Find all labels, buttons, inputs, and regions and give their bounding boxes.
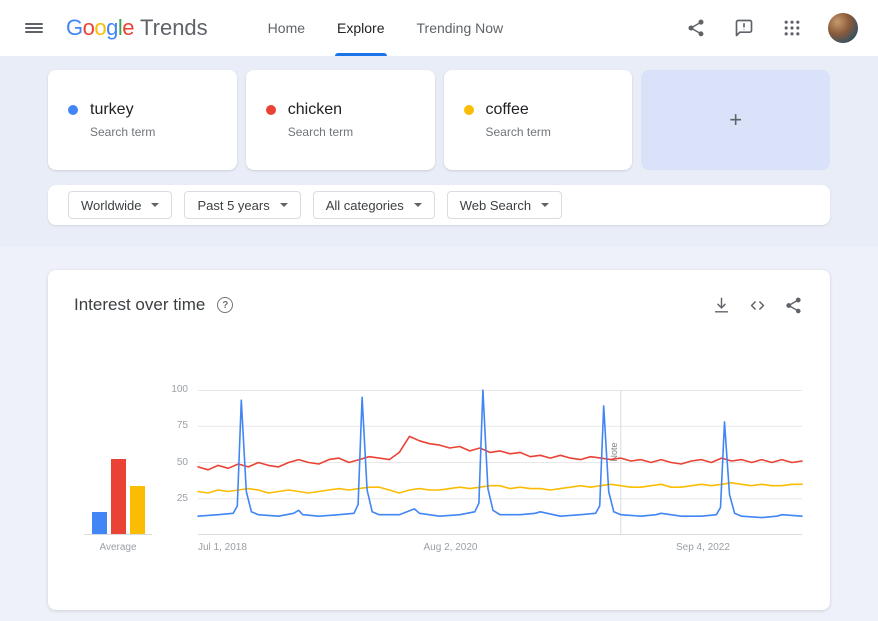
filter-region-label: Worldwide	[81, 197, 142, 213]
widget-actions	[706, 290, 808, 320]
embed-code-icon	[750, 300, 764, 310]
term-color-dot	[265, 105, 276, 115]
term-head: turkey	[68, 101, 223, 119]
filter-search-type[interactable]: Web Search	[446, 191, 563, 219]
term-name: turkey	[90, 101, 134, 118]
x-tick-label: Aug 2, 2020	[423, 542, 478, 553]
interest-over-time-card: Interest over time ? Average 25 50 75 100	[48, 270, 830, 610]
embed-button[interactable]	[742, 290, 772, 320]
logo-letter: G	[66, 15, 83, 40]
google-trends-logo[interactable]: Google Trends	[66, 17, 208, 39]
feedback-icon	[735, 19, 753, 37]
add-comparison-card[interactable]: +	[641, 70, 830, 170]
line-chart[interactable]: Note	[197, 389, 803, 535]
user-avatar[interactable]	[828, 13, 858, 43]
results-section: Interest over time ? Average 25 50 75 100	[0, 247, 878, 621]
widget-header: Interest over time ?	[74, 290, 808, 320]
x-tick-label: Jul 1, 2018	[198, 542, 247, 553]
apps-grid-icon	[784, 20, 800, 36]
share-icon	[785, 297, 801, 313]
logo-letter: g	[106, 15, 118, 40]
term-name: coffee	[485, 101, 529, 118]
filter-time-range[interactable]: Past 5 years	[184, 191, 301, 219]
average-axis-label: Average	[99, 542, 137, 553]
logo-letter: l	[117, 15, 123, 40]
apps-button[interactable]	[772, 8, 812, 48]
y-tick-label: 100	[171, 384, 188, 395]
term-cards-row: turkey Search term chicken Search term c…	[48, 70, 830, 170]
term-card-turkey[interactable]: turkey Search term	[48, 70, 237, 170]
logo-letter: o	[82, 15, 95, 40]
term-head: chicken	[265, 101, 421, 119]
term-head: coffee	[463, 101, 619, 119]
term-color-dot	[68, 105, 78, 115]
note-marker-label: Note	[609, 442, 619, 461]
y-tick-label: 25	[176, 492, 188, 504]
widget-share-button[interactable]	[778, 290, 808, 320]
compare-section: turkey Search term chicken Search term c…	[0, 56, 878, 247]
filter-search-type-label: Web Search	[459, 197, 532, 213]
series-line-coffee[interactable]	[197, 482, 803, 494]
chevron-down-icon	[413, 203, 422, 207]
chevron-down-icon	[541, 203, 550, 207]
share-icon	[688, 19, 704, 37]
filter-category[interactable]: All categories	[312, 191, 435, 219]
hamburger-icon	[25, 21, 43, 35]
y-tick-label: 75	[176, 420, 188, 432]
term-type-label: Search term	[90, 125, 156, 139]
main-nav: Home Explore Trending Now	[252, 0, 519, 56]
term-type-label: Search term	[287, 125, 354, 139]
term-type-label: Search term	[485, 125, 551, 139]
y-axis-labels: 25 50 75 100	[144, 384, 188, 535]
term-name: chicken	[287, 101, 342, 118]
logo-trends: Trends	[140, 15, 208, 40]
y-tick-label: 50	[176, 456, 188, 468]
nav-home[interactable]: Home	[267, 20, 306, 36]
series-line-turkey[interactable]	[197, 389, 803, 519]
chevron-down-icon	[151, 203, 160, 207]
filter-time-range-label: Past 5 years	[197, 197, 270, 213]
average-bar-chicken[interactable]	[110, 458, 126, 534]
line-chart-svg: Note	[197, 389, 803, 535]
download-icon	[714, 297, 728, 313]
filter-region[interactable]: Worldwide	[68, 191, 173, 219]
filters-bar: Worldwide Past 5 years All categories We…	[48, 185, 830, 225]
average-bar-turkey[interactable]	[91, 512, 107, 534]
average-bars	[84, 390, 152, 535]
average-bar-coffee[interactable]	[129, 486, 145, 534]
logo-letter: e	[122, 15, 135, 40]
header-actions	[676, 8, 858, 48]
download-button[interactable]	[706, 290, 736, 320]
share-button[interactable]	[676, 8, 716, 48]
x-axis-labels: Jul 1, 2018 Aug 2, 2020 Sep 4, 2022	[198, 542, 802, 556]
nav-trending-now[interactable]: Trending Now	[416, 20, 504, 36]
feedback-button[interactable]	[724, 8, 764, 48]
menu-button[interactable]	[14, 8, 54, 48]
chevron-down-icon	[279, 203, 288, 207]
term-card-chicken[interactable]: chicken Search term	[245, 70, 435, 170]
app-header: Google Trends Home Explore Trending Now	[0, 0, 878, 56]
x-tick-label: Sep 4, 2022	[675, 542, 730, 553]
term-card-coffee[interactable]: coffee Search term	[443, 70, 633, 170]
series-line-chicken[interactable]	[197, 435, 803, 471]
logo-letter: o	[94, 15, 107, 40]
widget-title: Interest over time	[74, 295, 206, 314]
term-color-dot	[463, 105, 474, 115]
filter-category-label: All categories	[325, 197, 404, 213]
nav-explore[interactable]: Explore	[321, 0, 400, 56]
help-icon[interactable]: ?	[217, 297, 234, 313]
plus-icon: +	[729, 107, 743, 132]
logo-google: Google	[66, 15, 135, 40]
